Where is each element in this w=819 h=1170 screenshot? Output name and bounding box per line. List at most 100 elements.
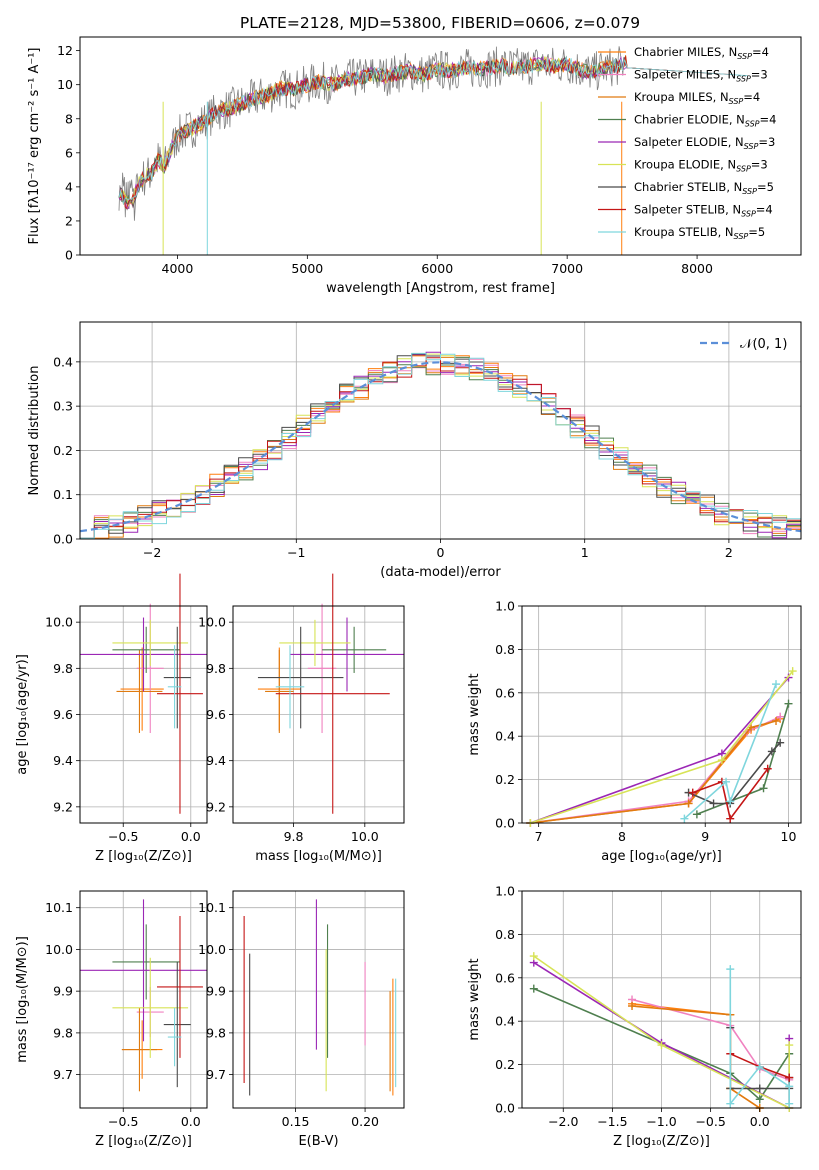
weight-line [688,742,781,805]
x-tick-label: 0.20 [351,1114,379,1129]
y-tick-label: 0.3 [53,399,73,414]
x-tick-label: 9 [701,829,709,844]
y-tick-label: 0.0 [495,1101,515,1116]
weight-marker [529,984,538,993]
x-tick-label: 0.0 [750,1114,770,1129]
x-tick-label: 6000 [421,261,453,276]
x-tick-label: 10 [781,829,797,844]
weight-marker [726,965,735,974]
x-axis-label: age [log₁₀(age/yr)] [601,849,722,864]
y-tick-label: 0 [65,248,73,263]
axes-frame [79,36,802,256]
figure-title: PLATE=2128, MJD=53800, FIBERID=0606, z=0… [240,14,640,32]
weight-marker [785,1073,794,1082]
y-tick-label: 0.8 [495,927,515,942]
weight-marker [776,712,785,721]
axes-frame [79,890,208,1109]
x-axis-label: wavelength [Angstrom, rest frame] [326,281,555,296]
y-tick-label: 0.8 [495,642,515,657]
weight-line [530,720,777,824]
y-tick-label: 9.9 [206,984,226,999]
y-tick-label: 0.4 [495,729,515,744]
y-tick-label: 0.4 [495,1014,515,1029]
y-tick-label: 9.8 [206,661,226,676]
x-tick-label: 8000 [681,261,713,276]
y-tick-label: 10.0 [198,942,226,957]
weight-marker [772,680,781,689]
y-tick-label: 0.2 [495,1057,515,1072]
gaussian-curve [79,361,802,533]
weight-marker [763,764,772,773]
y-axis-label: mass [log₁₀(M/M⊙)] [15,936,30,1063]
x-tick-label: 0 [437,545,445,560]
legend-entry: 𝒩(0, 1) [740,337,787,352]
y-tick-label: 10.0 [45,942,73,957]
y-tick-label: 4 [65,179,73,194]
y-tick-label: 0.6 [495,685,515,700]
axes-frame [521,605,802,824]
y-tick-label: 10.0 [45,615,73,630]
legend-entry: Chabrier STELIB, NSSP=5 [634,180,774,196]
weight-marker [726,797,735,806]
weight-marker [717,756,726,765]
y-tick-label: 9.4 [206,753,226,768]
x-tick-label: 2 [725,545,733,560]
x-tick-label: 10.0 [351,829,379,844]
text-layer: 4000 5000 6000 7000 8000024681012wavelength … [15,43,797,1149]
y-tick-label: 9.6 [53,707,73,722]
weight-marker [784,699,793,708]
axes-frame [232,890,405,1109]
grid-layer [80,322,801,1109]
weight-marker [684,799,693,808]
x-tick-label: −1 [287,545,305,560]
weight-marker [657,1041,666,1050]
y-tick-label: 9.7 [206,1067,226,1082]
x-tick-label: −2 [143,545,161,560]
y-tick-label: 0.4 [53,354,73,369]
x-tick-label: 5000 [291,261,323,276]
legend-entry: Chabrier MILES, NSSP=4 [634,45,769,61]
data-layer [79,46,802,1112]
weight-marker [772,717,781,726]
y-axis-label: mass weight [467,958,482,1040]
y-tick-label: 0.1 [53,487,73,502]
legend-entry: Kroupa MILES, NSSP=4 [634,90,760,106]
weight-marker [726,814,735,823]
residual-histogram [80,352,801,539]
weight-marker [785,1099,794,1108]
weight-marker [755,1084,764,1093]
legend-entry: Kroupa STELIB, NSSP=5 [634,225,765,241]
weight-marker [709,799,718,808]
x-tick-label: 0.15 [282,1114,310,1129]
weight-marker [755,1095,764,1104]
weight-marker [529,952,538,961]
legend-entry: Kroupa ELODIE, NSSP=3 [634,158,768,174]
x-tick-label: 9.8 [284,829,304,844]
y-tick-label: 9.2 [53,799,73,814]
x-tick-label: −1.0 [646,1114,676,1129]
x-axis-label: (data-model)/error [380,565,501,580]
legend-entry: Chabrier ELODIE, NSSP=4 [634,113,776,129]
y-tick-label: 8 [65,111,73,126]
x-tick-label: 7 [535,829,543,844]
axes-layer [76,36,802,1112]
legend-entry: Salpeter MILES, NSSP=3 [634,68,768,84]
x-axis-label: Z [log₁₀(Z/Z⊙)] [95,849,192,864]
weight-marker [628,1002,637,1011]
x-tick-label: 0.0 [181,1114,201,1129]
x-axis-label: Z [log₁₀(Z/Z⊙)] [95,1134,192,1149]
weight-line [631,1003,761,1109]
weight-marker [688,788,697,797]
y-tick-label: 9.8 [206,1025,226,1040]
x-tick-label: −2.0 [548,1114,578,1129]
weight-marker [776,738,785,747]
weight-marker [785,1082,794,1091]
weight-marker [759,784,768,793]
x-tick-label: 8 [618,829,626,844]
x-tick-label: −0.5 [108,1114,138,1129]
weight-marker [692,810,701,819]
residual-histogram [80,357,801,539]
weight-marker [788,667,797,676]
y-tick-label: 0.2 [53,443,73,458]
